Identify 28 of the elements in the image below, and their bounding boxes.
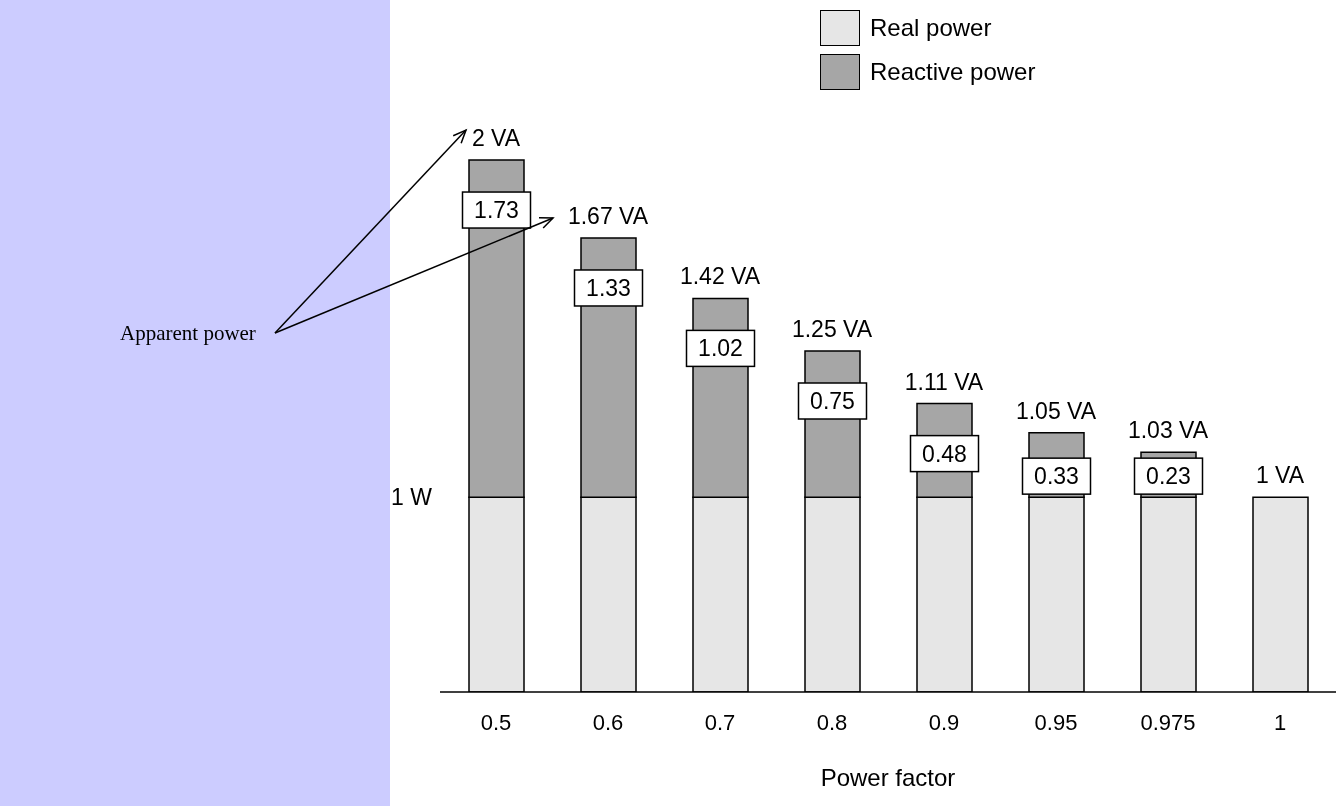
annotation: 1.42 VA (679, 263, 761, 290)
x-tick-label: 0.8 (816, 709, 848, 735)
data-label: 0.75 (810, 388, 855, 414)
data-label: 1.33 (586, 274, 631, 301)
text: Apparent power (120, 321, 256, 345)
annotation: 1.25 VA (791, 316, 873, 342)
data-label: 0.33 (1034, 463, 1079, 490)
data-label: 1.73 (474, 197, 519, 224)
data-label: 1.02 (698, 335, 743, 362)
data-label: 0.48 (922, 440, 967, 467)
text: 1 W (391, 484, 433, 511)
x-tick-label: 0.95 (1034, 709, 1078, 735)
x-tick-label: 0.5 (480, 709, 512, 735)
legend-label: Reactive power (870, 58, 1036, 86)
x-axis-title: Power factor (820, 764, 956, 791)
x-tick-label: 0.975 (1140, 709, 1196, 735)
x-tick-label: 0.9 (928, 709, 960, 735)
legend-label: Real power (870, 14, 992, 42)
annotation: 1.67 VA (567, 202, 649, 229)
annotation: 1.11 VA (904, 368, 984, 395)
x-tick-label: 1 (1273, 709, 1287, 735)
annotation: 2 VA (471, 125, 521, 152)
data-label: 0.23 (1146, 463, 1191, 490)
x-tick-label: 0.6 (592, 709, 624, 735)
annotation: 1 VA (1255, 462, 1305, 489)
annotation: 1.03 VA (1127, 417, 1209, 444)
annotation: 1.05 VA (1015, 397, 1097, 424)
x-tick-label: 0.7 (704, 709, 736, 735)
